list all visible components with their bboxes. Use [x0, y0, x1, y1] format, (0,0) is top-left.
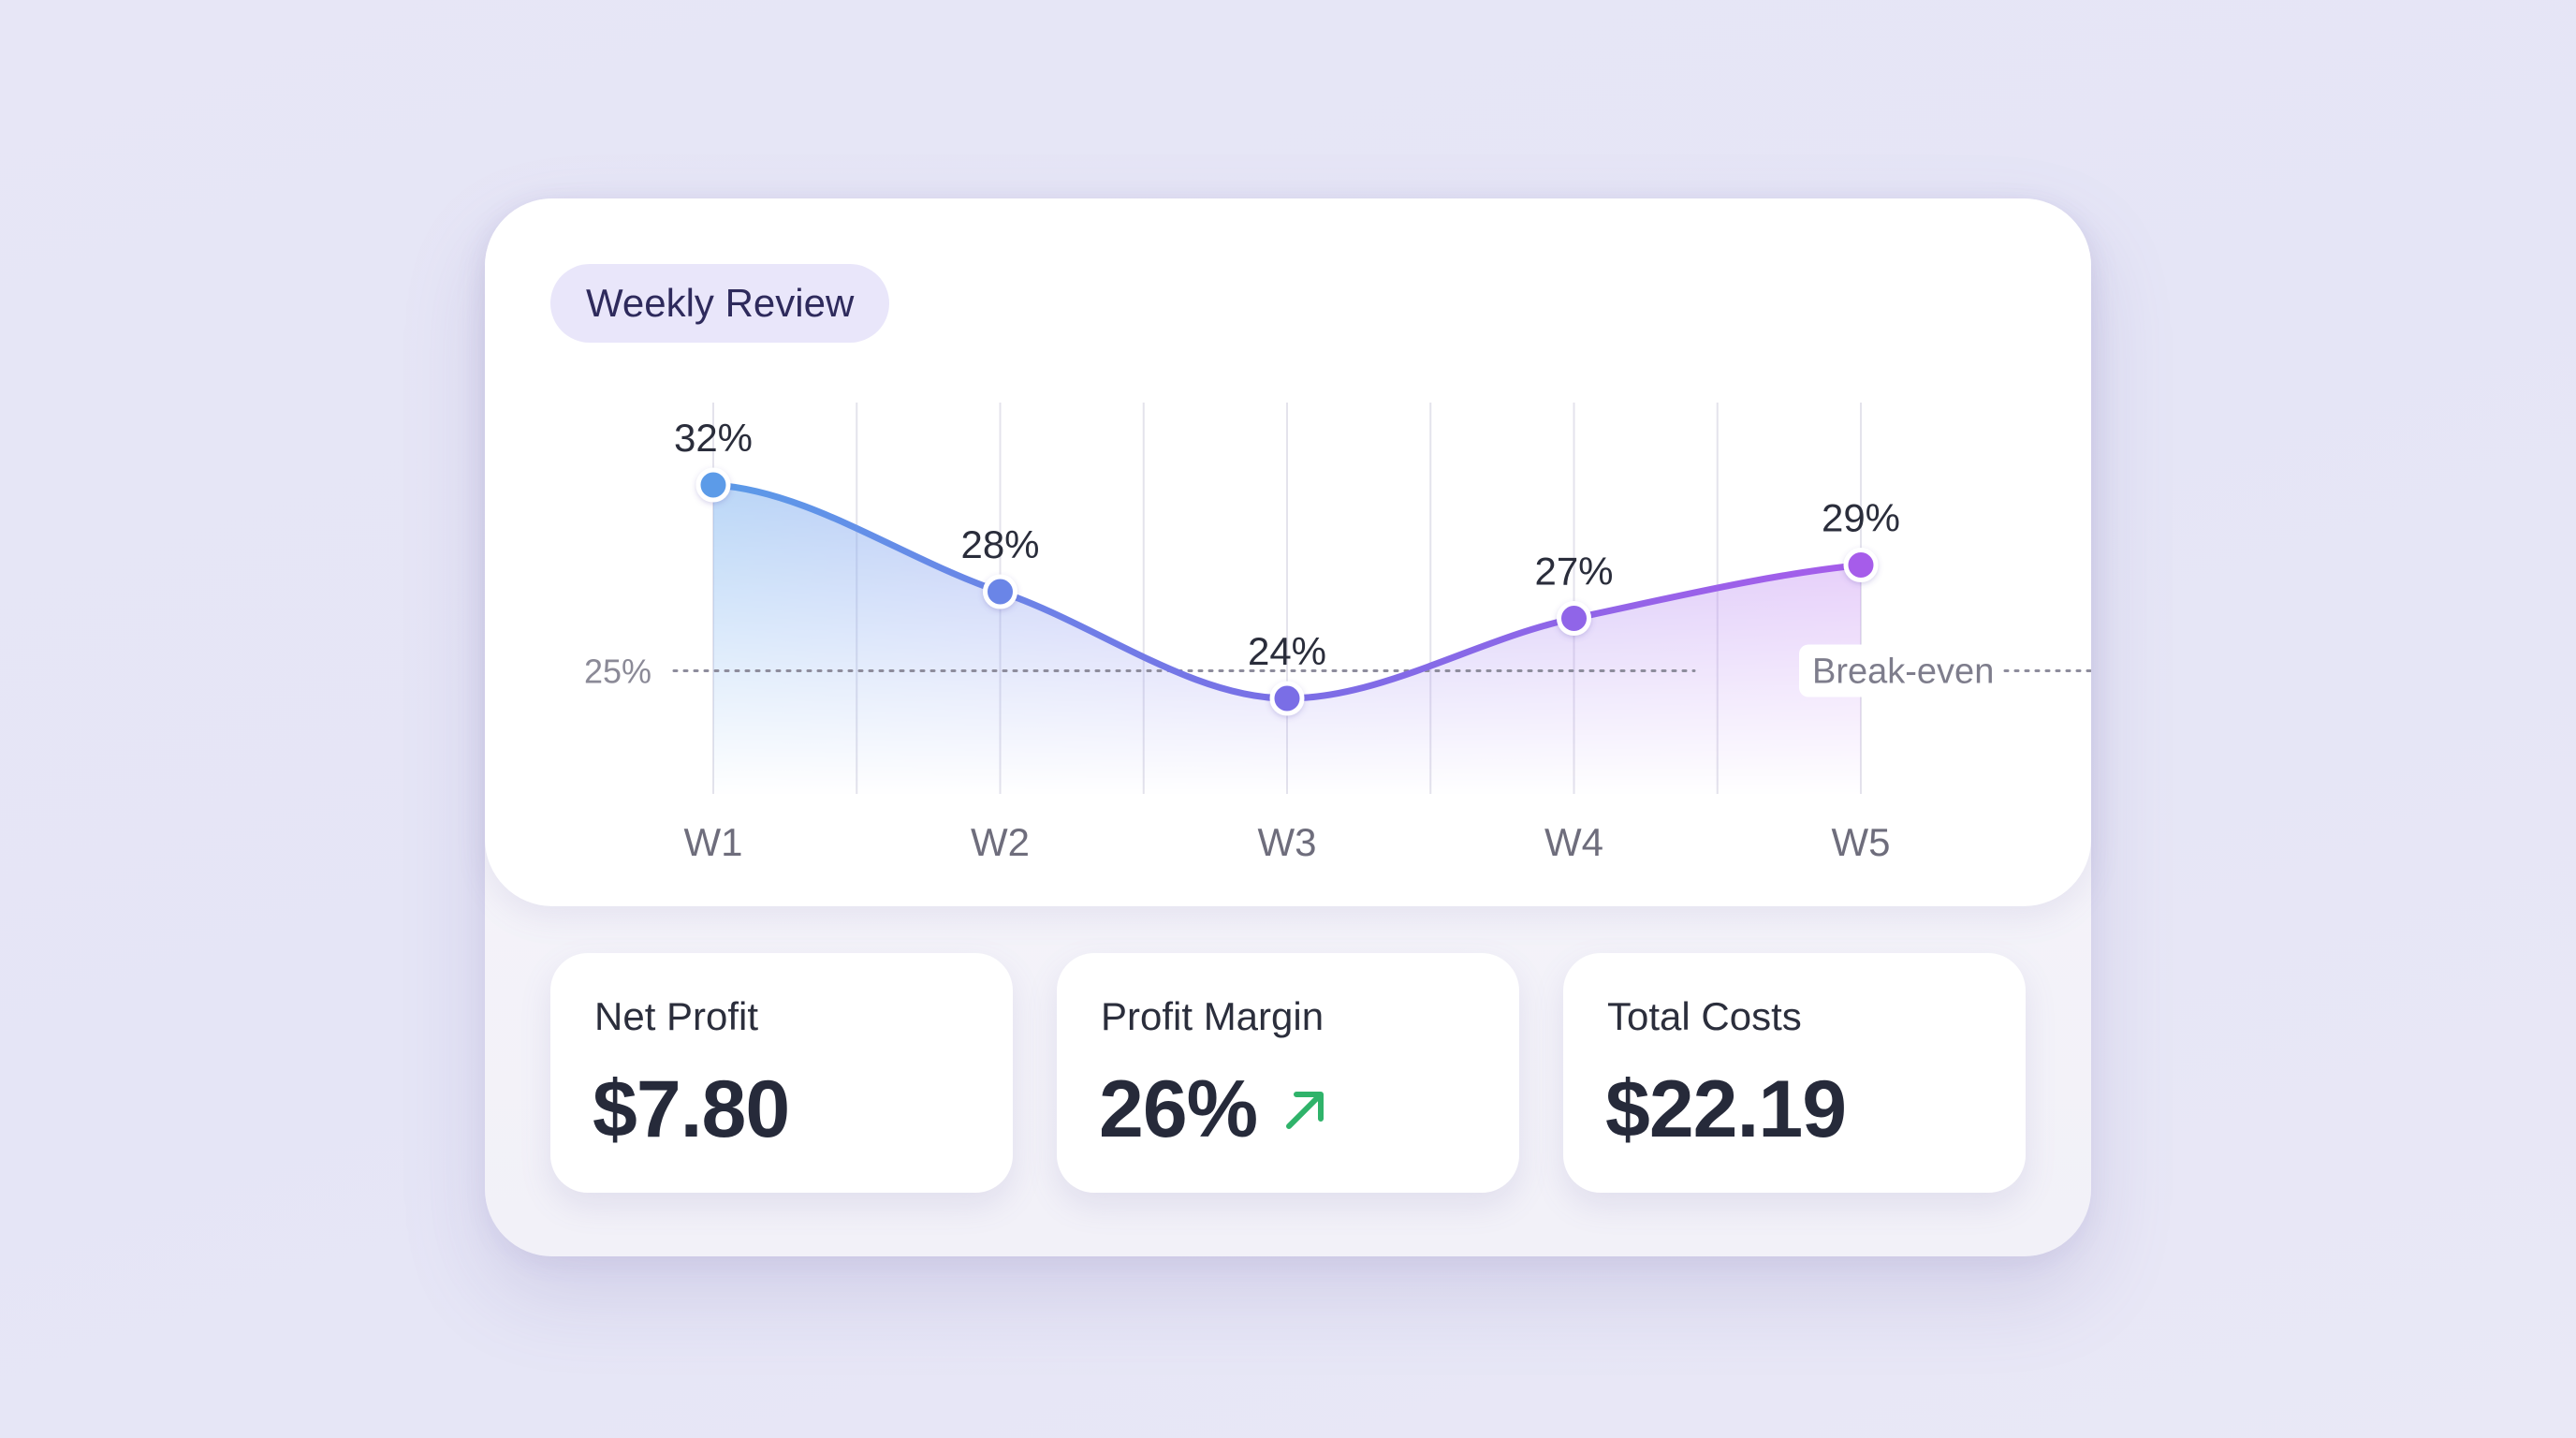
data-point-w4[interactable]: [1557, 601, 1591, 636]
break-even-line: 25% Break-even: [584, 644, 2091, 697]
x-axis-labels: W1 W2 W3 W4 W5: [684, 820, 1891, 864]
data-point-w2[interactable]: [983, 574, 1017, 609]
x-tick-w1: W1: [684, 820, 743, 864]
arrow-up-right-icon: [1280, 1063, 1332, 1155]
line-chart: 25% Break-even 32% 28% 24% 27% 29% W1 W2 W3 W4 W5: [584, 403, 2091, 864]
area-fill: [713, 485, 1861, 794]
data-points: [695, 467, 1879, 716]
value-label-w4: 27%: [1534, 550, 1613, 594]
net-profit-value: $7.80: [593, 1064, 790, 1154]
value-label-w3: 24%: [1248, 629, 1326, 673]
break-even-label-bg: [1799, 644, 2003, 697]
profit-margin-card[interactable]: Profit Margin 26%: [1057, 953, 1519, 1193]
value-label-w2: 28%: [960, 522, 1039, 566]
weekly-review-badge[interactable]: Weekly Review: [550, 264, 890, 343]
profit-margin-value-row: 26%: [1099, 1064, 1332, 1156]
break-even-label: Break-even: [1812, 653, 1994, 692]
x-tick-w5: W5: [1832, 820, 1891, 864]
total-costs-value: $22.19: [1605, 1064, 1847, 1154]
chart-panel: Weekly Review: [485, 198, 2091, 906]
total-costs-label: Total Costs: [1607, 994, 1802, 1038]
dashboard-card: Weekly Review: [485, 198, 2091, 1256]
data-point-w3[interactable]: [1269, 681, 1305, 716]
data-point-w1[interactable]: [695, 467, 731, 503]
net-profit-label: Net Profit: [594, 994, 759, 1038]
value-label-w5: 29%: [1822, 496, 1900, 540]
total-costs-card[interactable]: Total Costs $22.19: [1563, 953, 2026, 1193]
value-label-w1: 32%: [674, 416, 753, 460]
profit-margin-label: Profit Margin: [1101, 994, 1325, 1038]
x-tick-w2: W2: [971, 820, 1030, 864]
net-profit-card[interactable]: Net Profit $7.80: [550, 953, 1013, 1193]
data-point-w5[interactable]: [1843, 548, 1879, 582]
value-labels: 32% 28% 24% 27% 29%: [674, 416, 1900, 673]
reference-axis-label: 25%: [584, 653, 651, 691]
x-tick-w4: W4: [1544, 820, 1603, 864]
profit-margin-value: 26%: [1099, 1064, 1258, 1154]
x-tick-w3: W3: [1258, 820, 1317, 864]
